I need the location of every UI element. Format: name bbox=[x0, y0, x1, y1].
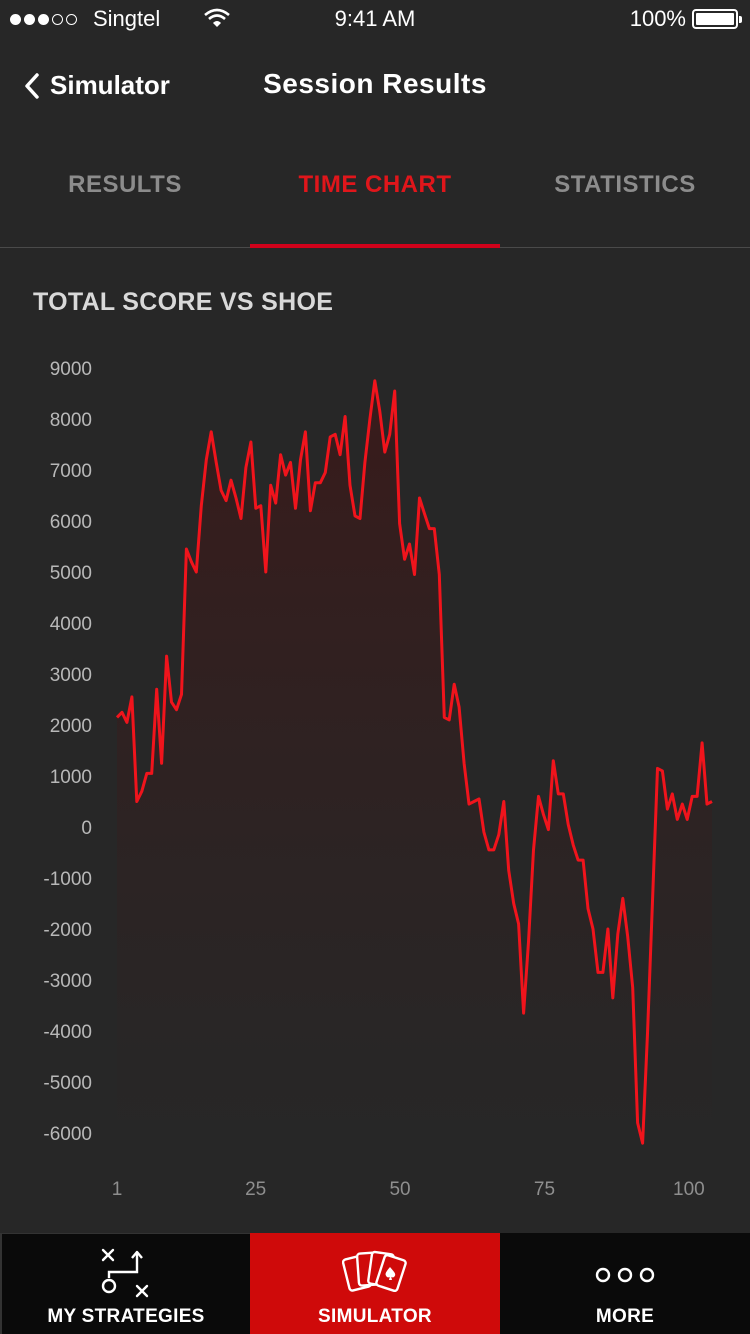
y-tick-label: -5000 bbox=[43, 1073, 92, 1094]
segment-tabs: RESULTS TIME CHART STATISTICS bbox=[0, 130, 750, 248]
wifi-icon bbox=[204, 8, 230, 27]
strategy-play-icon bbox=[101, 1248, 149, 1298]
tab-more[interactable]: MORE bbox=[500, 1233, 750, 1334]
tab-label: SIMULATOR bbox=[318, 1306, 432, 1327]
x-tick-label: 100 bbox=[673, 1179, 705, 1200]
tab-simulator[interactable]: SIMULATOR bbox=[250, 1233, 500, 1334]
battery-status: 100% bbox=[629, 6, 742, 32]
playing-cards-icon bbox=[342, 1250, 407, 1293]
bottom-tab-bar: MY STRATEGIES SIMULATOR MORE bbox=[0, 1233, 750, 1334]
tab-statistics[interactable]: STATISTICS bbox=[554, 171, 696, 198]
y-tick-label: 7000 bbox=[50, 461, 92, 482]
y-tick-label: 5000 bbox=[50, 563, 92, 584]
series-line bbox=[115, 379, 713, 1145]
y-tick-label: 3000 bbox=[50, 665, 92, 686]
tab-label: MY STRATEGIES bbox=[47, 1306, 205, 1327]
y-tick-label: 2000 bbox=[50, 716, 92, 737]
score-time-chart: 9000 8000 7000 6000 5000 4000 3000 2000 1000 0 -10… bbox=[43, 359, 713, 1200]
x-tick-label: 50 bbox=[389, 1179, 410, 1200]
tab-results[interactable]: RESULTS bbox=[68, 171, 182, 198]
series-area-fill bbox=[117, 380, 712, 1144]
y-tick-label: -3000 bbox=[43, 971, 92, 992]
navigation-bar: Simulator Session Results bbox=[0, 40, 750, 130]
status-bar: Singtel 9:41 AM 100% bbox=[0, 0, 750, 40]
y-tick-label: -2000 bbox=[43, 920, 92, 941]
y-tick-label: -6000 bbox=[43, 1124, 92, 1145]
signal-strength-icon bbox=[10, 13, 77, 25]
y-tick-label: 4000 bbox=[50, 614, 92, 635]
y-tick-label: -4000 bbox=[43, 1022, 92, 1043]
y-tick-label: 0 bbox=[81, 818, 92, 839]
more-dots-icon bbox=[595, 1267, 655, 1283]
y-tick-label: -1000 bbox=[43, 869, 92, 890]
x-tick-label: 25 bbox=[245, 1179, 266, 1200]
x-tick-label: 1 bbox=[112, 1179, 123, 1200]
y-tick-label: 1000 bbox=[50, 767, 92, 788]
tab-time-chart[interactable]: TIME CHART bbox=[250, 130, 500, 248]
back-button[interactable]: Simulator bbox=[24, 70, 170, 101]
carrier-name: Singtel bbox=[93, 6, 161, 31]
signal-carrier: Singtel bbox=[10, 6, 160, 32]
x-tick-label: 75 bbox=[534, 1179, 555, 1200]
back-label: Simulator bbox=[50, 70, 170, 100]
tab-label: MORE bbox=[595, 1306, 655, 1327]
battery-percent: 100% bbox=[629, 6, 686, 31]
battery-icon bbox=[692, 9, 742, 29]
chart-title: TOTAL SCORE VS SHOE bbox=[33, 288, 334, 316]
y-tick-label: 6000 bbox=[50, 512, 92, 533]
tab-my-strategies[interactable]: MY STRATEGIES bbox=[0, 1233, 250, 1334]
y-tick-label: 8000 bbox=[50, 410, 92, 431]
chevron-left-icon bbox=[25, 72, 39, 99]
status-time: 9:41 AM bbox=[334, 6, 416, 31]
y-tick-label: 9000 bbox=[50, 359, 92, 380]
page-title: Session Results bbox=[263, 68, 487, 99]
